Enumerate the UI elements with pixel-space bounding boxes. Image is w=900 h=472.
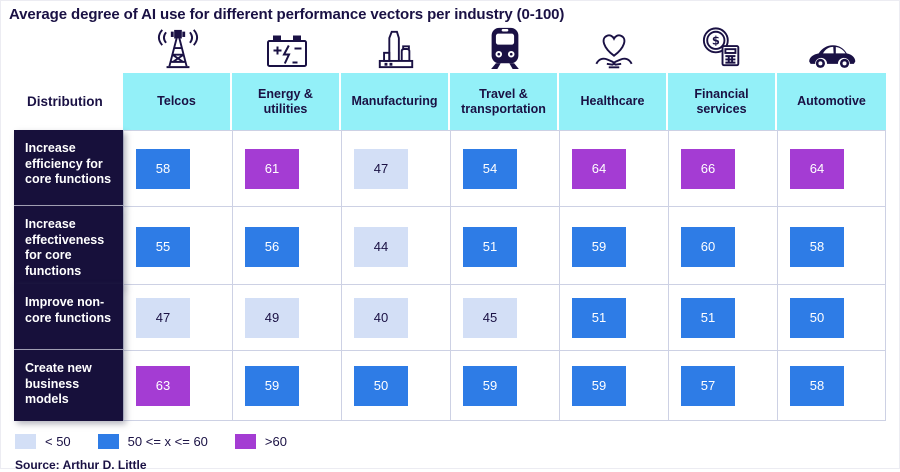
value-cell: 50: [341, 350, 450, 421]
column-header-financial-services: Financial services: [668, 73, 777, 130]
value-box: 63: [136, 365, 190, 406]
row-label: Create new business models: [14, 350, 123, 421]
value-cell: 58: [123, 130, 232, 206]
value-cell: 40: [341, 284, 450, 350]
legend-label: 50 <= x <= 60: [127, 433, 208, 449]
value-cell: 64: [559, 130, 668, 206]
value-box: 50: [790, 297, 844, 338]
value-box: 66: [681, 148, 735, 189]
legend-item-low: < 50: [15, 433, 71, 449]
battery-icon: [232, 26, 341, 73]
icons-row-spacer: [14, 26, 123, 73]
corner-header: Distribution: [14, 73, 123, 130]
value-box: 44: [354, 226, 408, 267]
factory-icon: [341, 26, 450, 73]
value-box: 58: [790, 226, 844, 267]
value-cell: 59: [450, 350, 559, 421]
heatmap-table: $ Distribution Telcos Energy &: [14, 26, 886, 421]
value-cell: 47: [123, 284, 232, 350]
value-box: 55: [136, 226, 190, 267]
value-cell: 60: [668, 206, 777, 287]
legend-label: >60: [264, 433, 287, 449]
value-cell: 66: [668, 130, 777, 206]
value-cell: 59: [559, 350, 668, 421]
value-cell: 56: [232, 206, 341, 287]
value-box: 64: [790, 148, 844, 189]
value-box: 64: [572, 148, 626, 189]
value-cell: 55: [123, 206, 232, 287]
svg-text:$: $: [711, 34, 719, 48]
car-icon: [777, 26, 886, 73]
value-box: 51: [463, 226, 517, 267]
chart-title: Average degree of AI use for different p…: [9, 6, 565, 23]
column-header-automotive: Automotive: [777, 73, 886, 130]
value-cell: 54: [450, 130, 559, 206]
value-box: 61: [245, 148, 299, 189]
value-box: 47: [354, 148, 408, 189]
value-box: 59: [463, 365, 517, 406]
column-header-energy-utilities: Energy & utilities: [232, 73, 341, 130]
row-label: Improve non-core functions: [14, 284, 123, 350]
table-row: Improve non-core functions 47 49 40 45 5…: [14, 284, 886, 350]
value-box: 45: [463, 297, 517, 338]
legend-swatch-low: [15, 433, 36, 449]
row-label: Increase effectiveness for core function…: [14, 206, 123, 287]
coin-calculator-icon: $: [668, 26, 777, 73]
value-cell: 51: [668, 284, 777, 350]
column-header-healthcare: Healthcare: [559, 73, 668, 130]
value-box: 60: [681, 226, 735, 267]
column-header-telcos: Telcos: [123, 73, 232, 130]
value-cell: 64: [777, 130, 886, 206]
value-cell: 57: [668, 350, 777, 421]
value-cell: 51: [450, 206, 559, 287]
value-box: 47: [136, 297, 190, 338]
source-note: Source: Arthur D. Little: [15, 458, 147, 472]
value-box: 54: [463, 148, 517, 189]
value-cell: 61: [232, 130, 341, 206]
value-box: 58: [790, 365, 844, 406]
legend-swatch-high: [234, 433, 256, 449]
value-box: 57: [681, 365, 735, 406]
telecom-tower-icon: [123, 26, 232, 73]
value-cell: 59: [559, 206, 668, 287]
legend-item-high: >60: [234, 433, 287, 449]
value-cell: 44: [341, 206, 450, 287]
value-box: 40: [354, 297, 408, 338]
value-cell: 45: [450, 284, 559, 350]
table-row: Increase effectiveness for core function…: [14, 206, 886, 287]
value-box: 50: [354, 365, 408, 406]
column-header-travel-transportation: Travel & transportation: [450, 73, 559, 130]
value-box: 51: [572, 297, 626, 338]
row-label: Increase efficiency for core functions: [14, 130, 123, 206]
legend-label: < 50: [45, 433, 71, 449]
value-cell: 58: [777, 350, 886, 421]
value-cell: 63: [123, 350, 232, 421]
table-row: Create new business models 63 59 50 59 5…: [14, 350, 886, 421]
value-box: 58: [136, 148, 190, 189]
value-cell: 58: [777, 206, 886, 287]
value-box: 56: [245, 226, 299, 267]
legend: < 50 50 <= x <= 60 >60: [15, 433, 899, 449]
legend-swatch-mid: [97, 433, 119, 449]
legend-item-mid: 50 <= x <= 60: [97, 433, 208, 449]
value-cell: 49: [232, 284, 341, 350]
value-cell: 50: [777, 284, 886, 350]
value-box: 49: [245, 297, 299, 338]
value-cell: 51: [559, 284, 668, 350]
value-cell: 47: [341, 130, 450, 206]
icons-row: $: [14, 26, 886, 73]
value-box: 59: [245, 365, 299, 406]
value-box: 59: [572, 365, 626, 406]
train-icon: [450, 26, 559, 73]
column-header-manufacturing: Manufacturing: [341, 73, 450, 130]
header-row: Distribution Telcos Energy & utilities M…: [14, 73, 886, 130]
value-box: 51: [681, 297, 735, 338]
value-cell: 59: [232, 350, 341, 421]
value-box: 59: [572, 226, 626, 267]
table-row: Increase efficiency for core functions 5…: [14, 130, 886, 206]
hands-heart-icon: [559, 26, 668, 73]
